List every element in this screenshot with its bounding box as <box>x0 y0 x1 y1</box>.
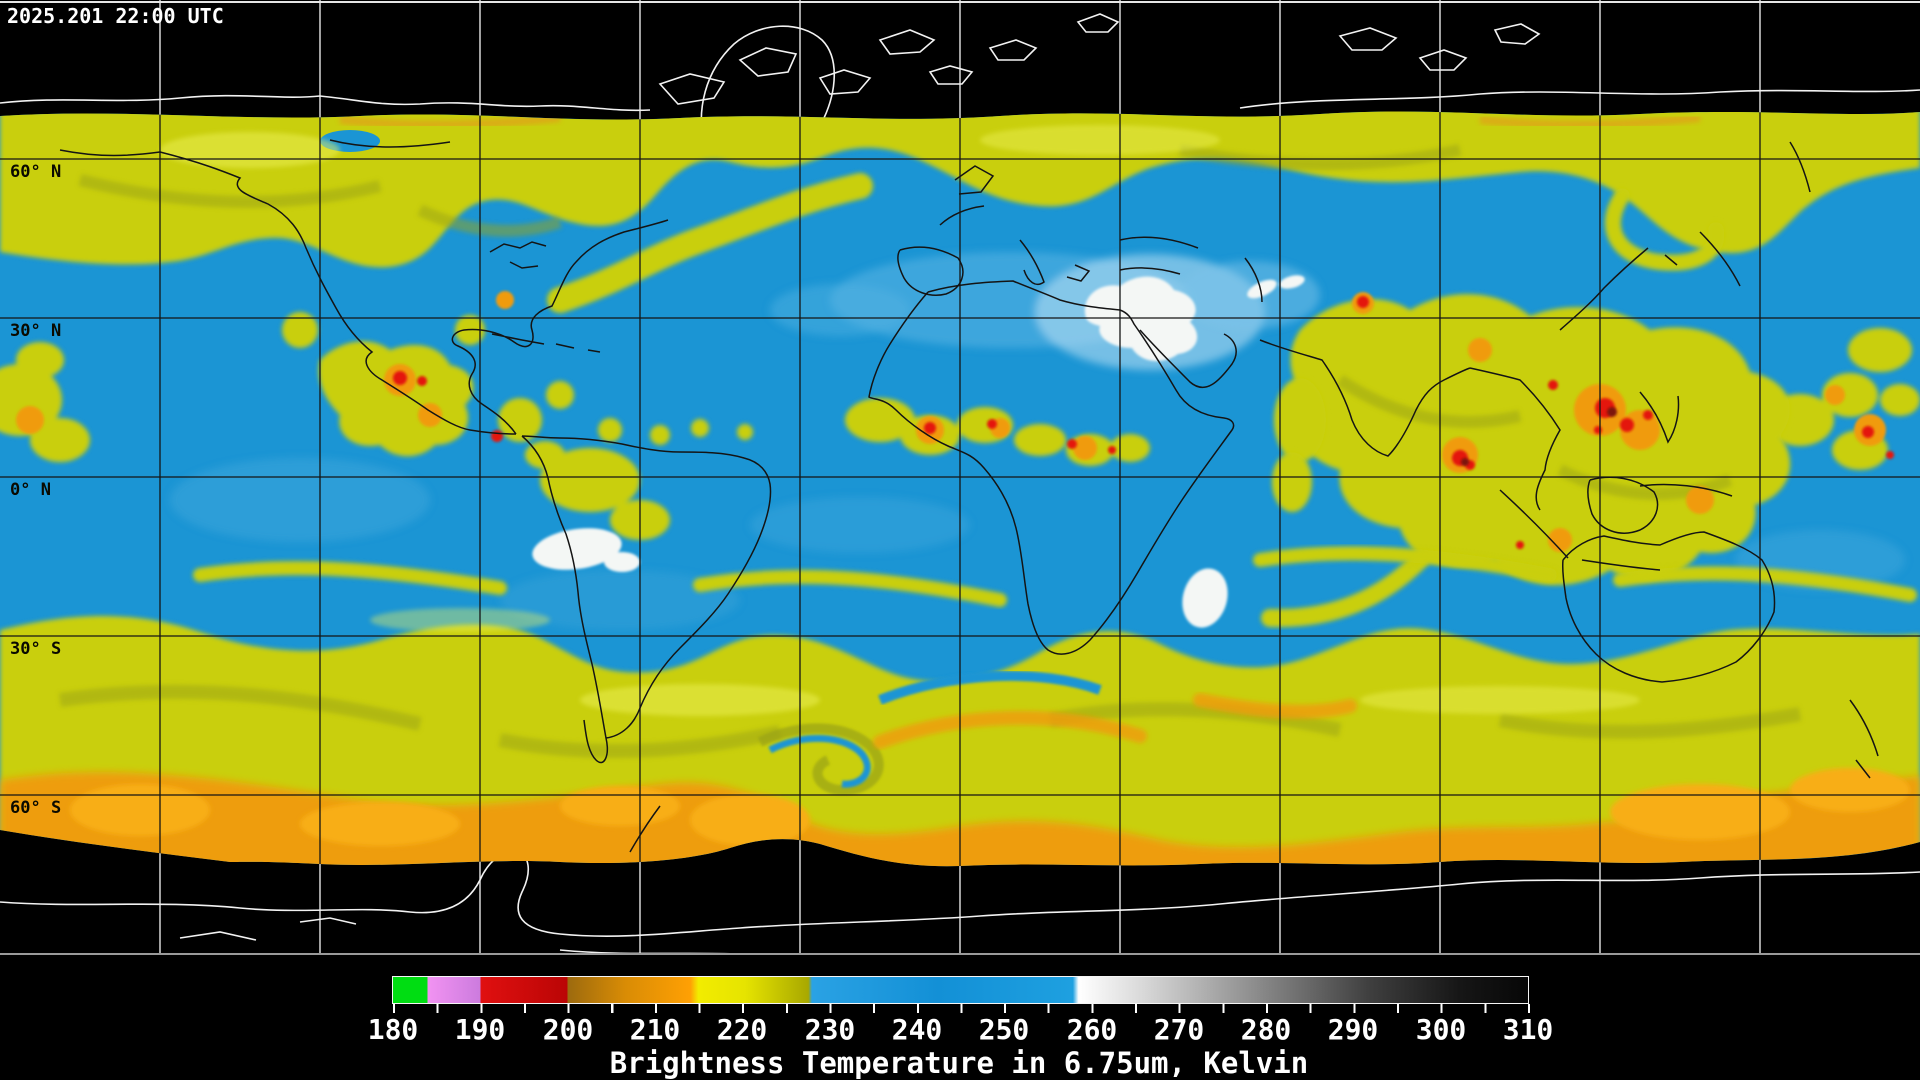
latitude-label-30n: 30° N <box>10 321 62 341</box>
colorbar-tick-marks <box>393 1004 1530 1013</box>
world-map-canvas <box>0 0 1920 956</box>
colorbar-tick-labels: 180 190 200 210 220 230 240 250 260 270 … <box>368 1013 1554 1046</box>
colorbar-tick-label: 210 <box>629 1013 681 1046</box>
convection-darkred-cores <box>1461 407 1617 466</box>
latitude-label-60n: 60° N <box>10 162 62 182</box>
latitude-label-60s: 60° S <box>10 798 62 818</box>
colorbar-tick-label: 250 <box>978 1013 1030 1046</box>
colorbar-tick-label: 200 <box>542 1013 594 1046</box>
colorbar-tick-label: 270 <box>1153 1013 1205 1046</box>
latitude-label-30s: 30° S <box>10 639 62 659</box>
colorbar-tick-label: 190 <box>454 1013 506 1046</box>
colorbar-tick-label: 180 <box>367 1013 419 1046</box>
gridlines-over-data <box>0 111 1920 867</box>
colorbar-tick-label: 220 <box>716 1013 768 1046</box>
colorbar-tick-label: 260 <box>1066 1013 1118 1046</box>
colorbar-tick-label: 310 <box>1502 1013 1554 1046</box>
coastlines-over-data <box>59 111 1920 853</box>
coastlines-polar-white <box>0 13 1920 955</box>
latitude-label-0n: 0° N <box>10 480 51 500</box>
cloud-clusters-tropics <box>0 291 1920 628</box>
colorbar-tick-label: 280 <box>1240 1013 1292 1046</box>
colorbar-tick-label: 230 <box>804 1013 856 1046</box>
timestamp-label: 2025.201 22:00 UTC <box>7 4 224 28</box>
colorbar-gradient <box>392 976 1529 1004</box>
colorbar-tick-label: 300 <box>1415 1013 1467 1046</box>
colorbar-tick-label: 240 <box>891 1013 943 1046</box>
colorbar-title: Brightness Temperature in 6.75um, Kelvin <box>609 1046 1309 1080</box>
colorbar-tick-label: 290 <box>1327 1013 1379 1046</box>
dry-white-patches <box>532 275 1305 628</box>
